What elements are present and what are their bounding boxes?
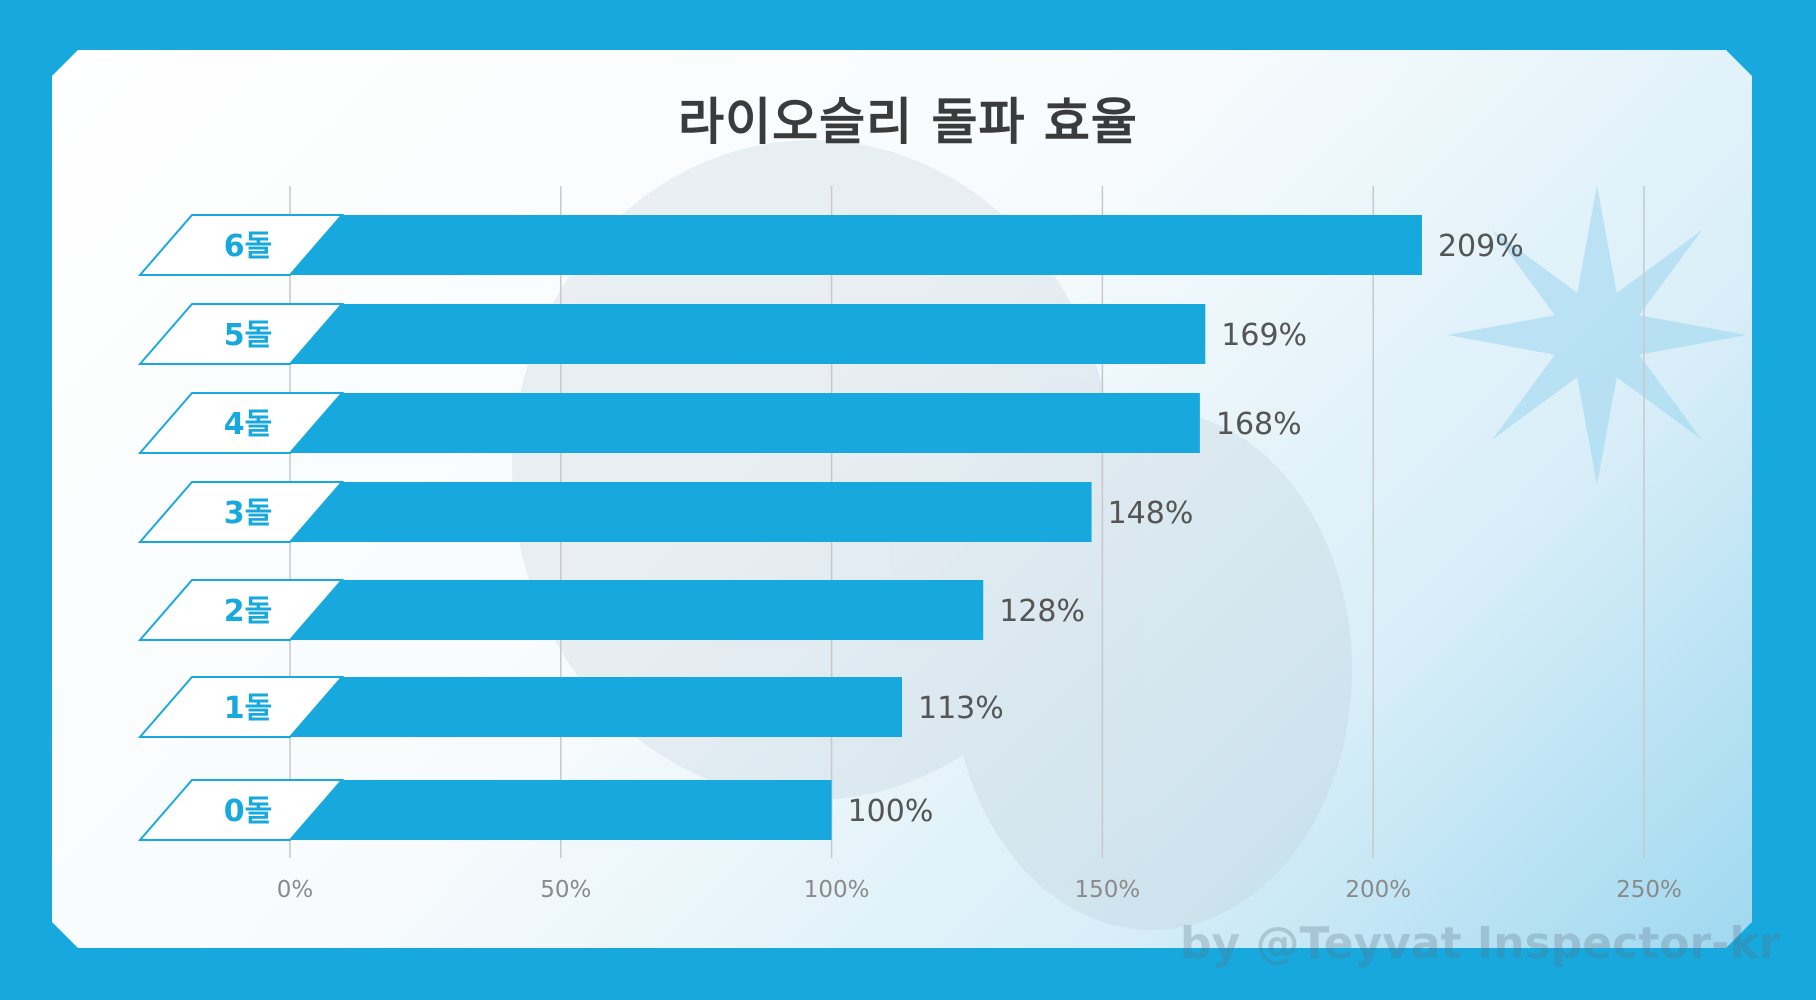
x-tick-label: 200%: [1345, 877, 1411, 903]
category-label: 4돌: [224, 407, 272, 442]
x-tick-label: 250%: [1616, 877, 1682, 903]
value-label: 169%: [1221, 318, 1307, 353]
bar: [290, 393, 1200, 453]
x-tick-label: 150%: [1075, 877, 1141, 903]
x-tick-label: 100%: [804, 877, 870, 903]
category-label: 0돌: [224, 794, 272, 829]
chart-title: 라이오슬리 돌파 효율: [678, 93, 1138, 151]
category-label: 5돌: [224, 318, 272, 353]
category-label: 1돌: [224, 691, 272, 726]
value-label: 168%: [1216, 407, 1302, 442]
bar: [290, 215, 1422, 275]
bar: [290, 677, 903, 737]
category-label: 2돌: [224, 594, 272, 629]
bar: [290, 780, 832, 840]
bar: [290, 482, 1092, 542]
category-label: 3돌: [224, 496, 272, 531]
bar: [290, 304, 1206, 364]
value-label: 128%: [999, 594, 1085, 629]
category-label: 6돌: [224, 229, 272, 264]
value-label: 100%: [848, 794, 934, 829]
x-tick-label: 0%: [277, 877, 314, 903]
x-tick-label: 50%: [540, 877, 591, 903]
watermark: by @Teyvat Inspector-kr: [1180, 918, 1781, 969]
bar: [290, 580, 984, 640]
value-label: 209%: [1438, 229, 1524, 264]
value-label: 113%: [918, 691, 1004, 726]
value-label: 148%: [1108, 496, 1194, 531]
